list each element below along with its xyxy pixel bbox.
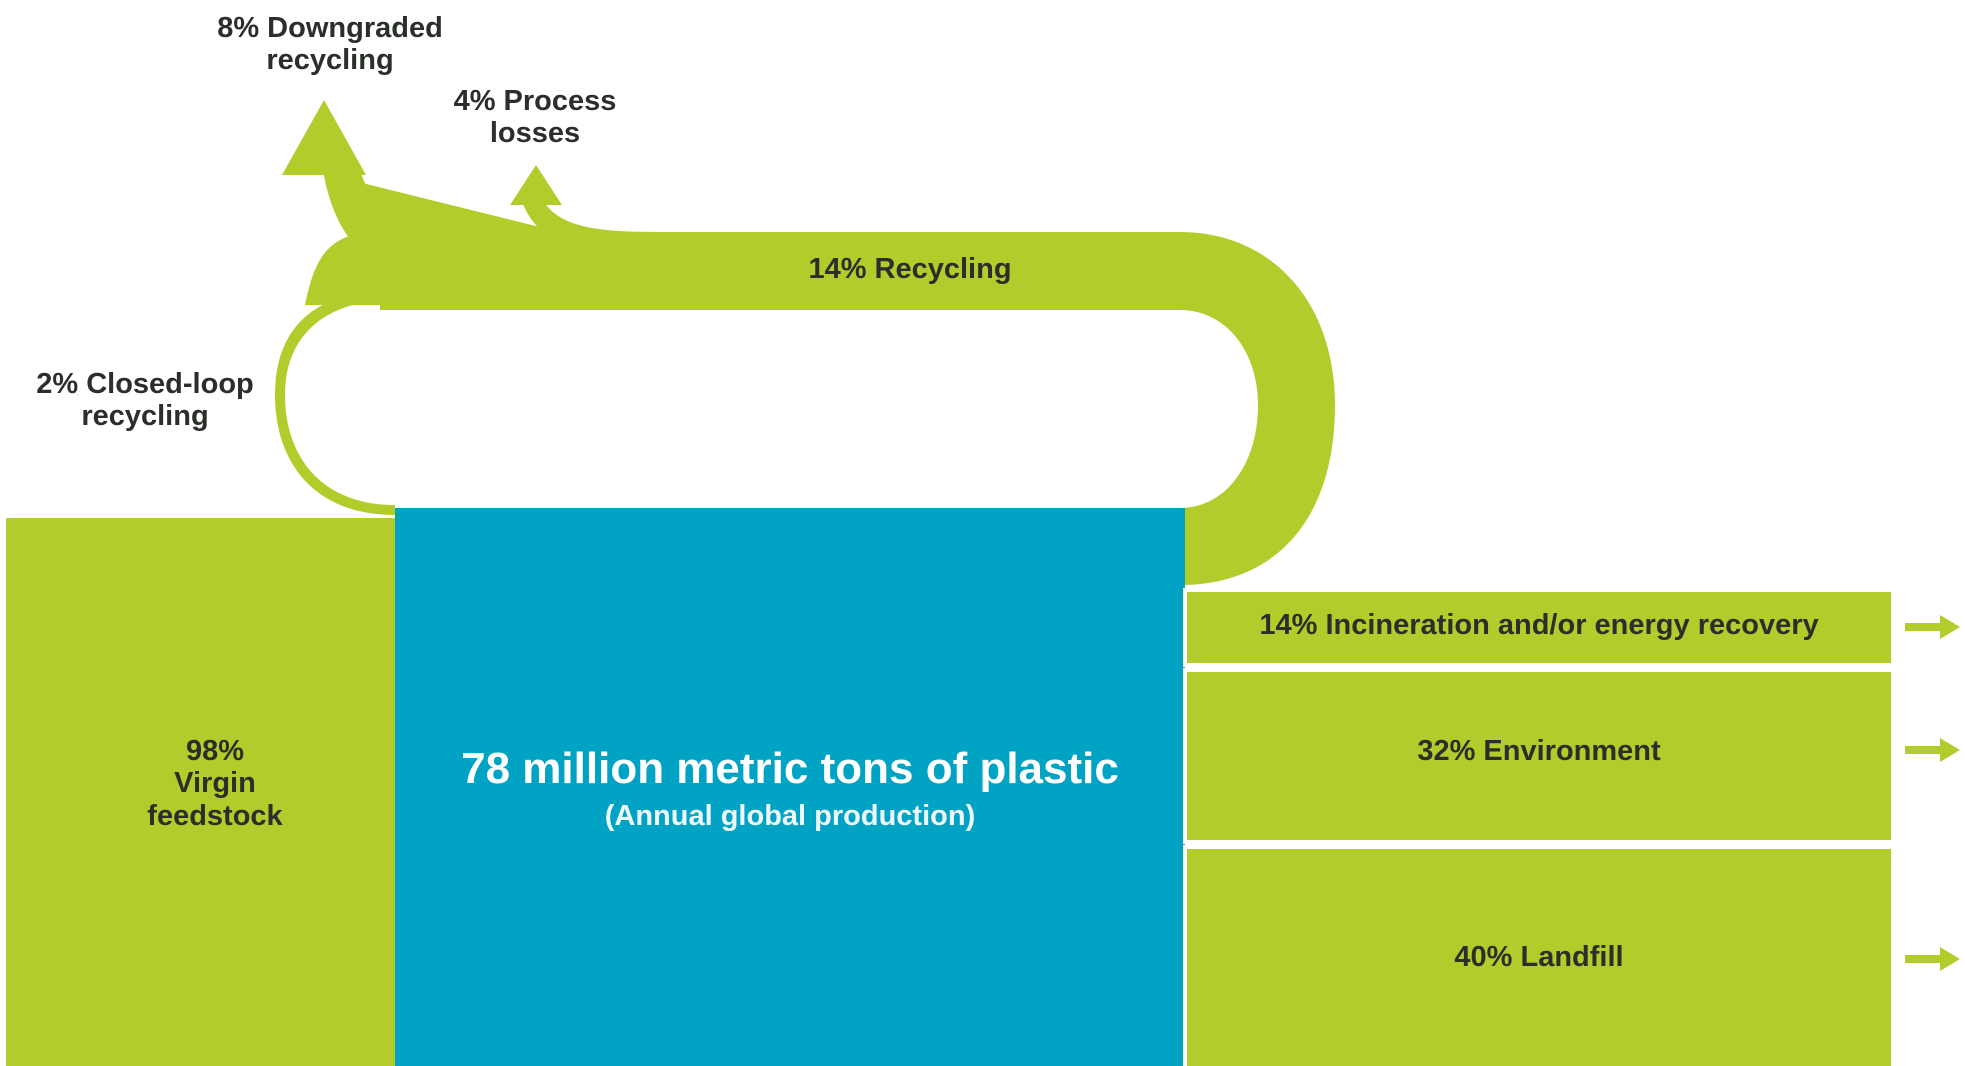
process-losses-label-line2: losses xyxy=(489,117,581,150)
center-production-block xyxy=(395,508,1185,1066)
center-title: 78 million metric tons of plastic xyxy=(461,744,1119,793)
recycling-label: 14% Recycling xyxy=(808,253,1012,285)
environment-arrow xyxy=(1905,738,1960,762)
landfill-block xyxy=(1183,845,1895,1066)
downgraded-recycling-arrowhead xyxy=(282,100,366,175)
environment-block xyxy=(1183,668,1895,844)
process-losses-label: 4% Process losses xyxy=(420,85,650,150)
process-losses-branch xyxy=(520,195,660,260)
incineration-block xyxy=(1183,588,1895,667)
landfill-arrow xyxy=(1905,947,1960,971)
process-losses-arrowhead xyxy=(510,165,562,205)
closed-loop-label-line1: 2% Closed-loop xyxy=(36,368,254,400)
environment-label: 32% Environment xyxy=(1417,735,1661,767)
landfill-label: 40% Landfill xyxy=(1454,941,1624,973)
virgin-feedstock-label-line3: feedstock xyxy=(147,799,283,832)
incineration-label: 14% Incineration and/or energy recovery xyxy=(1259,609,1819,641)
closed-loop-label-line2: recycling xyxy=(81,400,209,433)
virgin-feedstock-label-line2: Virgin xyxy=(174,767,256,800)
center-subtitle: (Annual global production) xyxy=(604,800,976,832)
closed-loop-label: 2% Closed-loop recycling xyxy=(10,368,280,433)
downgraded-recycling-label-line1: 8% Downgraded xyxy=(217,12,443,44)
downgraded-recycling-label: 8% Downgraded recycling xyxy=(190,12,470,77)
virgin-feedstock-block xyxy=(6,518,396,1066)
incineration-arrow xyxy=(1905,615,1960,639)
process-losses-label-line1: 4% Process xyxy=(453,85,617,117)
downgraded-recycling-label-line2: recycling xyxy=(266,44,394,77)
downgraded-recycling-branch xyxy=(322,160,600,300)
closed-loop-flow xyxy=(275,290,395,515)
virgin-feedstock-label: 98% Virgin feedstock xyxy=(100,735,330,832)
virgin-feedstock-label-line1: 98% xyxy=(185,735,245,767)
